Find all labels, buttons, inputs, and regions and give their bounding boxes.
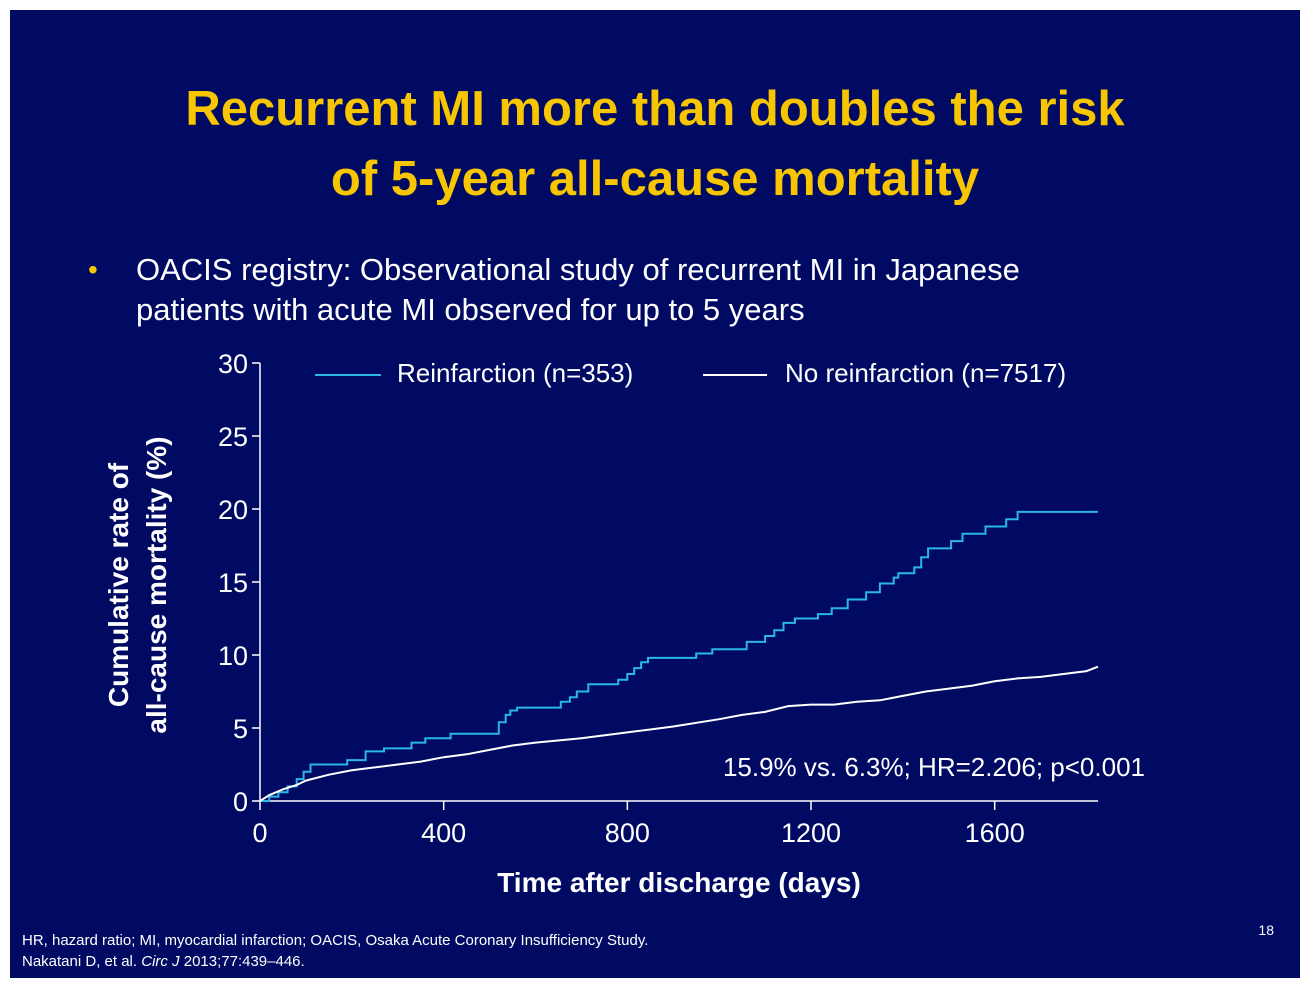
bullet-text: OACIS registry: Observational study of r…: [136, 250, 1236, 330]
mortality-chart: 0 5 10 15 20 25 30 0 400 800 1200 1600 Time after di…: [103, 349, 1145, 898]
y-tick-label: 20: [218, 495, 248, 525]
legend-label-reinfarction: Reinfarction (n=353): [397, 358, 633, 388]
footnote: HR, hazard ratio; MI, myocardial infarct…: [22, 930, 648, 972]
y-tick-label: 25: [218, 422, 248, 452]
bullet-line-2: patients with acute MI observed for up t…: [136, 292, 805, 327]
stats-annotation: 15.9% vs. 6.3%; HR=2.206; p<0.001: [723, 752, 1145, 782]
series-line-no-reinfarction: [259, 665, 1099, 802]
citation-authors: Nakatani D, et al.: [22, 953, 142, 970]
x-tick-label: 0: [252, 818, 267, 848]
x-axis-label: Time after discharge (days): [497, 867, 861, 898]
bullet-symbol: •: [88, 254, 98, 285]
citation-journal: Circ J: [141, 953, 180, 970]
y-tick-label: 0: [233, 787, 248, 817]
title-line-2: of 5-year all-cause mortality: [330, 152, 980, 206]
page-number: 18: [1258, 922, 1274, 938]
citation-details: 2013;77:439–446.: [179, 953, 305, 970]
footnote-line-1: HR, hazard ratio; MI, myocardial infarct…: [22, 932, 649, 949]
slide-title: Recurrent MI more than doubles the risk …: [10, 74, 1300, 214]
y-axis-label-line-1: Cumulative rate of: [103, 462, 134, 707]
y-tick-label: 15: [218, 568, 248, 598]
x-tick-label: 1200: [781, 818, 841, 848]
slide: Recurrent MI more than doubles the risk …: [10, 10, 1300, 978]
x-tick-label: 1600: [965, 818, 1025, 848]
y-tick-label: 10: [218, 641, 248, 671]
legend-label-no-reinfarction: No reinfarction (n=7517): [785, 358, 1066, 388]
x-tick-label: 400: [421, 818, 466, 848]
y-tick-label: 30: [218, 349, 248, 379]
x-tick-label: 800: [605, 818, 650, 848]
y-axis-label-line-2: all-cause mortality (%): [141, 436, 172, 733]
bullet-line-1: OACIS registry: Observational study of r…: [136, 252, 1020, 287]
title-line-1: Recurrent MI more than doubles the risk: [185, 82, 1125, 136]
footnote-line-2: Nakatani D, et al. Circ J 2013;77:439–44…: [22, 951, 648, 972]
y-tick-label: 5: [233, 714, 248, 744]
series-line-reinfarction: [260, 510, 1098, 802]
